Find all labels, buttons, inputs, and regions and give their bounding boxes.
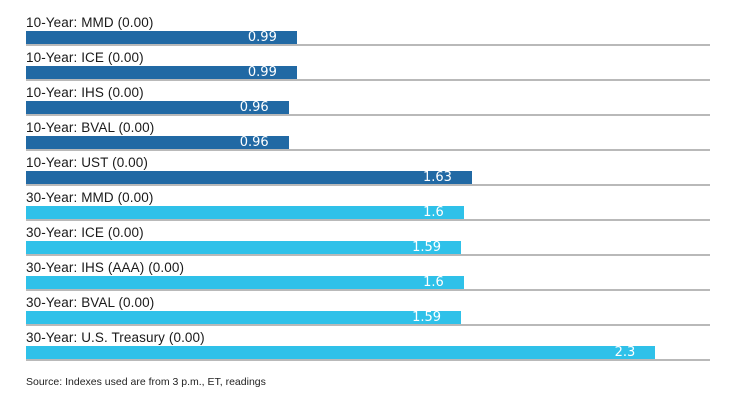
- category-label: 30-Year: ICE (0.00): [26, 225, 144, 240]
- bar: 0.96: [26, 101, 289, 114]
- bar-track: 1.6: [26, 276, 710, 291]
- chart-row: 10-Year: MMD (0.00) 0.99: [26, 15, 710, 50]
- bar-track: 0.96: [26, 101, 710, 116]
- bar-value-label: 2.3: [614, 345, 636, 360]
- category-label: 10-Year: MMD (0.00): [26, 15, 154, 30]
- bar-value-label: 1.6: [423, 275, 444, 290]
- chart-row: 30-Year: ICE (0.00) 1.59: [26, 225, 710, 260]
- chart-row: 10-Year: UST (0.00) 1.63: [26, 155, 710, 190]
- bar: 1.59: [26, 240, 462, 255]
- bar: 1.6: [26, 206, 464, 219]
- bar-value-label: 1.63: [423, 170, 452, 185]
- bar-value-label: 1.59: [412, 240, 442, 255]
- bar: 1.6: [26, 276, 464, 289]
- bar-track: 1.59: [26, 241, 710, 256]
- bar: 0.96: [26, 136, 289, 149]
- category-label: 30-Year: MMD (0.00): [26, 190, 154, 205]
- bar-track: 0.96: [26, 136, 710, 151]
- bar-value-label: 1.6: [423, 205, 444, 220]
- bar: 2.3: [26, 345, 656, 360]
- source-note: Source: Indexes used are from 3 p.m., ET…: [26, 376, 266, 388]
- category-label: 10-Year: UST (0.00): [26, 155, 148, 170]
- category-label: 10-Year: ICE (0.00): [26, 50, 144, 65]
- bar-track: 2.3: [26, 346, 710, 361]
- bar-value-label: 1.59: [412, 310, 442, 325]
- chart-row: 30-Year: IHS (AAA) (0.00) 1.6: [26, 260, 710, 295]
- bar-track: 1.6: [26, 206, 710, 221]
- bar-track: 1.63: [26, 171, 710, 186]
- bar: 0.99: [26, 31, 297, 44]
- category-label: 10-Year: IHS (0.00): [26, 85, 144, 100]
- chart-row: 30-Year: MMD (0.00) 1.6: [26, 190, 710, 225]
- chart-row: 30-Year: U.S. Treasury (0.00) 2.3: [26, 330, 710, 365]
- chart-row: 10-Year: ICE (0.00) 0.99: [26, 50, 710, 85]
- bar-track: 0.99: [26, 66, 710, 81]
- category-label: 30-Year: U.S. Treasury (0.00): [26, 330, 205, 345]
- bar-value-label: 0.96: [239, 135, 269, 150]
- bar: 0.99: [26, 66, 297, 79]
- bar-track: 0.99: [26, 31, 710, 46]
- bar: 1.63: [26, 171, 472, 184]
- bar-value-label: 0.99: [247, 65, 277, 80]
- bar-value-label: 0.96: [239, 100, 269, 115]
- bar-track: 1.59: [26, 311, 710, 326]
- bar-value-label: 0.99: [247, 30, 277, 45]
- category-label: 30-Year: IHS (AAA) (0.00): [26, 260, 185, 275]
- category-label: 30-Year: BVAL (0.00): [26, 295, 155, 310]
- bar: 1.59: [26, 310, 462, 325]
- chart-row: 10-Year: BVAL (0.00) 0.96: [26, 120, 710, 155]
- chart-row: 30-Year: BVAL (0.00) 1.59: [26, 295, 710, 330]
- bar-chart-area: 10-Year: MMD (0.00) 0.99 10-Year: ICE (0…: [26, 15, 710, 365]
- category-label: 10-Year: BVAL (0.00): [26, 120, 155, 135]
- chart-row: 10-Year: IHS (0.00) 0.96: [26, 85, 710, 120]
